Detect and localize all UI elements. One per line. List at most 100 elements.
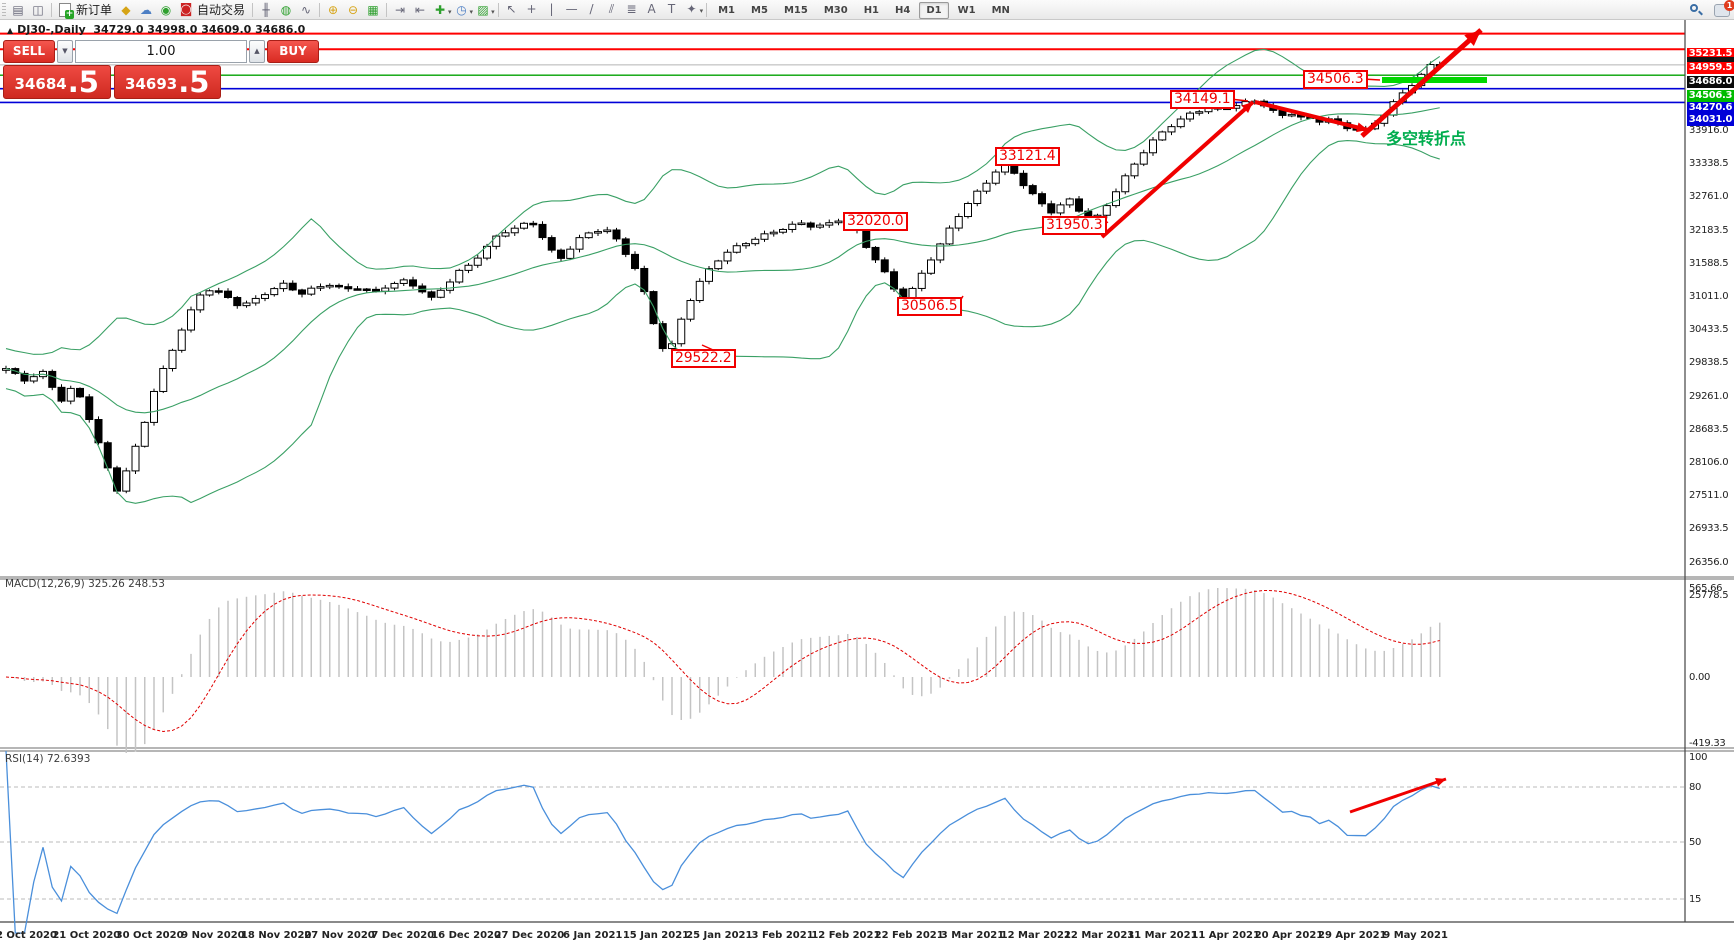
candlestick-chart-icon[interactable]: ◍ <box>280 2 292 17</box>
text-label-icon[interactable]: T <box>667 2 676 17</box>
toolbar-separator <box>51 2 52 17</box>
toolbar-grip[interactable] <box>2 2 6 17</box>
time-axis-label: 21 Oct 2020 <box>52 930 121 941</box>
fibonacci-icon[interactable]: ≣ <box>626 2 637 17</box>
search-icon[interactable] <box>1686 1 1706 19</box>
bar-chart-icon[interactable]: ╫ <box>262 2 270 17</box>
zoom-in-icon[interactable]: ⊕ <box>328 2 339 17</box>
time-axis-label: 27 Dec 2020 <box>494 930 565 941</box>
templates-dropdown-icon[interactable]: ▾ <box>491 7 495 16</box>
toolbar-separator <box>386 2 388 17</box>
time-axis-label: 6 Jan 2021 <box>563 930 623 941</box>
timeframe-h1[interactable]: H1 <box>863 5 880 16</box>
market-watch-icon[interactable]: ▤ <box>12 2 24 17</box>
shapes-dropdown-icon[interactable]: ▾ <box>699 7 704 16</box>
price-axis-label: 28683.5 <box>1689 423 1729 435</box>
timeframe-m30[interactable]: M30 <box>823 5 848 16</box>
time-axis-label: 9 May 2021 <box>1383 930 1448 941</box>
timeframe-m15[interactable]: M15 <box>783 5 808 16</box>
autotrading-label[interactable]: 自动交易 <box>197 3 246 17</box>
line-chart-icon[interactable]: ∿ <box>301 2 312 17</box>
crosshair-icon[interactable]: + <box>526 2 537 17</box>
timeframe-mn[interactable]: MN <box>991 5 1010 16</box>
price-axis-label: 33916.0 <box>1689 125 1729 136</box>
new-order-label[interactable]: 新订单 <box>76 3 113 17</box>
collapse-arrow-icon[interactable]: ▲ <box>7 26 14 35</box>
timeframe-w1[interactable]: W1 <box>957 5 976 16</box>
sell-price-panel[interactable]: 34684.5 <box>3 65 111 99</box>
text-icon[interactable]: A <box>647 2 656 17</box>
sell-price-pips: .5 <box>67 65 99 99</box>
community-icon[interactable]: ☁ <box>140 2 153 17</box>
buy-price-panel[interactable]: 34693.5 <box>113 65 221 99</box>
price-callout-label: 33121.4 <box>995 147 1060 166</box>
buy-button[interactable]: BUY <box>267 40 319 63</box>
timeframe-m1[interactable]: M1 <box>718 5 736 16</box>
channel-icon[interactable]: ⫽ <box>608 2 615 17</box>
price-callout-label: 31950.3 <box>1042 216 1107 235</box>
time-axis-label: 12 Feb 2021 <box>811 930 881 941</box>
price-tag: 34959.5 <box>1687 62 1734 74</box>
price-axis-label: 32761.0 <box>1689 191 1729 203</box>
price-axis-label: 26356.0 <box>1689 556 1729 568</box>
autotrading-button[interactable]: ◙ <box>179 2 193 17</box>
rsi-label: RSI(14) 72.6393 <box>5 753 91 765</box>
data-window-icon[interactable]: ◫ <box>32 2 44 17</box>
indicators-dropdown-icon[interactable]: ▾ <box>448 7 452 16</box>
metaeditor-icon[interactable]: ◆ <box>121 2 131 17</box>
notification-badge: 1 <box>1724 0 1734 11</box>
chart-canvas[interactable] <box>0 20 1734 943</box>
timeframe-h4[interactable]: H4 <box>895 5 911 16</box>
new-order-button[interactable]: + <box>55 1 75 19</box>
time-axis-label: 15 Jan 2021 <box>622 930 690 941</box>
symbol-period: DJ30-,Daily <box>17 23 86 36</box>
chart-shift-icon[interactable]: ⇤ <box>415 2 426 17</box>
time-axis-label: 3 Mar 2021 <box>940 930 1005 941</box>
price-axis-label: 27511.0 <box>1689 490 1729 502</box>
timeframe-d1[interactable]: D1 <box>919 2 949 19</box>
price-axis-label: 31588.5 <box>1689 257 1729 269</box>
time-axis-label: 25 Jan 2021 <box>686 930 753 941</box>
volume-increase-button[interactable]: ▲ <box>249 40 265 63</box>
sell-button[interactable]: SELL <box>3 40 55 63</box>
rsi-axis-label: 80 <box>1689 782 1702 793</box>
time-axis-label: 31 Mar 2021 <box>1127 930 1198 941</box>
trendline-icon[interactable]: / <box>589 2 594 17</box>
shapes-icon[interactable]: ✦ <box>686 2 697 17</box>
signal-icon[interactable]: ◉ <box>160 2 172 17</box>
zoom-out-icon[interactable]: ⊖ <box>348 2 359 17</box>
macd-label: MACD(12,26,9) 325.26 248.53 <box>5 578 165 590</box>
price-axis-label: 32183.5 <box>1689 224 1729 236</box>
price-callout-label: 34149.1 <box>1170 90 1235 109</box>
price-callout-label: 29522.2 <box>671 349 736 368</box>
time-axis-label: 27 Nov 2020 <box>304 930 375 941</box>
price-axis-label: 28106.0 <box>1689 457 1729 468</box>
periods-dropdown-icon[interactable]: ▾ <box>469 7 474 16</box>
auto-scroll-icon[interactable]: ⇥ <box>395 2 406 17</box>
vertical-line-icon[interactable]: | <box>549 2 554 17</box>
periods-icon[interactable]: ◷ <box>456 2 467 17</box>
indicators-icon[interactable]: ✚ <box>435 2 446 17</box>
volume-input[interactable] <box>75 40 247 63</box>
time-axis-label: 9 Nov 2020 <box>181 930 245 941</box>
horizontal-line-icon[interactable]: — <box>565 2 578 17</box>
chart-window: ▲ DJ30-,Daily 34729.0 34998.0 34609.0 346… <box>0 20 1734 943</box>
volume-decrease-button[interactable]: ▼ <box>57 40 73 63</box>
toolbar-separator <box>497 2 499 17</box>
timeframe-m5[interactable]: M5 <box>751 5 768 16</box>
time-axis-label: 12 Mar 2021 <box>1000 930 1071 941</box>
cursor-icon[interactable]: ↖ <box>506 2 517 17</box>
time-axis-label: 30 Oct 2020 <box>115 930 184 941</box>
price-axis-label: 31011.0 <box>1689 291 1729 302</box>
notifications-icon[interactable]: 1 <box>1714 0 1734 17</box>
sell-price-main: 34684 <box>14 75 67 93</box>
toolbar-separator <box>706 2 708 17</box>
price-axis-label: 29261.0 <box>1689 390 1729 402</box>
buy-price-pips: .5 <box>178 65 210 99</box>
price-tag: 34686.0 <box>1687 76 1734 88</box>
templates-icon[interactable]: ▨ <box>477 2 489 17</box>
tile-windows-icon[interactable]: ▦ <box>367 2 379 17</box>
timeframe-group: M1 M5 M15 M30 H1 H4 D1 W1 MN <box>710 2 1018 19</box>
macd-axis-label: 565.66 <box>1689 583 1723 594</box>
time-axis-label: 18 Nov 2020 <box>240 930 312 941</box>
